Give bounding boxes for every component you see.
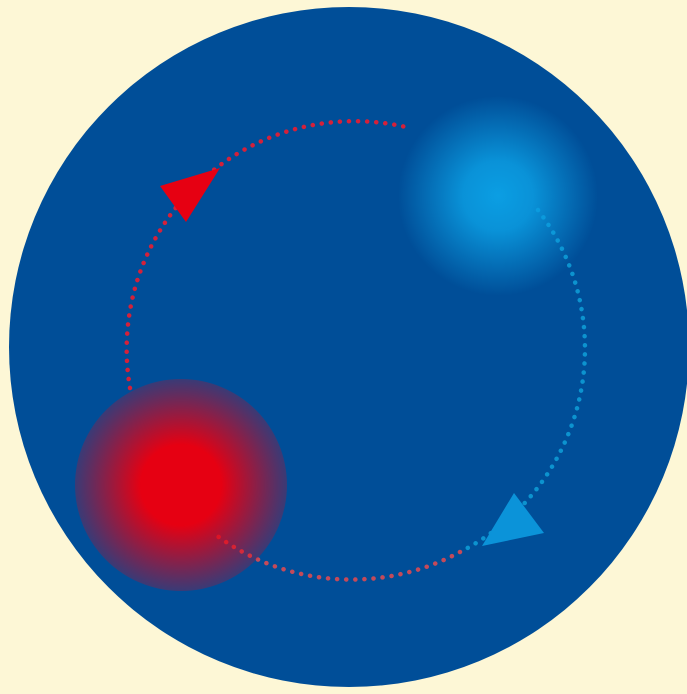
cool-arrow-icon — [482, 493, 544, 546]
hot-source-glow — [75, 379, 287, 591]
cool-source-glow — [398, 96, 598, 296]
hot-arrow-icon — [160, 168, 220, 222]
cool-path-right — [457, 207, 588, 555]
